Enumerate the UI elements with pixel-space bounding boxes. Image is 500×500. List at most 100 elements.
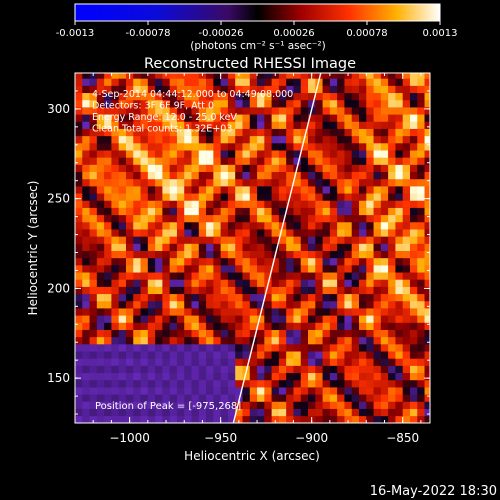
heatmap-cell bbox=[409, 243, 418, 251]
heatmap-cell bbox=[206, 322, 214, 330]
heatmap-cell bbox=[315, 214, 323, 223]
heatmap-cell bbox=[278, 351, 287, 359]
heatmap-cell bbox=[395, 73, 403, 79]
heatmap-cell bbox=[198, 121, 207, 129]
heatmap-cell bbox=[89, 387, 98, 395]
heatmap-cell bbox=[184, 250, 192, 259]
heatmap-cell bbox=[198, 322, 207, 330]
heatmap-cell bbox=[176, 379, 185, 388]
heatmap-cell bbox=[162, 272, 170, 280]
heatmap-cell bbox=[344, 365, 353, 374]
heatmap-cell bbox=[366, 250, 374, 259]
heatmap-cell bbox=[155, 394, 163, 402]
heatmap-cell bbox=[337, 221, 345, 230]
heatmap-cell bbox=[380, 143, 389, 151]
heatmap-cell bbox=[264, 171, 272, 180]
heatmap-cell bbox=[417, 379, 425, 388]
heatmap-cell bbox=[257, 164, 265, 173]
heatmap-cell bbox=[359, 315, 367, 323]
heatmap-cell bbox=[351, 329, 360, 338]
heatmap-cell bbox=[242, 329, 251, 338]
heatmap-cell bbox=[198, 250, 207, 259]
heatmap-cell bbox=[278, 322, 287, 330]
heatmap-cell bbox=[220, 286, 229, 295]
heatmap-cell bbox=[257, 265, 265, 273]
heatmap-cell bbox=[169, 394, 178, 402]
heatmap-cell bbox=[111, 329, 119, 338]
heatmap-cell bbox=[82, 92, 90, 101]
heatmap-cell bbox=[125, 293, 134, 302]
heatmap-cell bbox=[169, 265, 178, 273]
heatmap-cell bbox=[176, 300, 185, 309]
heatmap-cell bbox=[249, 143, 258, 151]
heatmap-cell bbox=[104, 85, 112, 94]
heatmap-cell bbox=[198, 300, 207, 309]
heatmap-cell bbox=[89, 135, 98, 144]
heatmap-cell bbox=[395, 214, 403, 223]
heatmap-cell bbox=[286, 85, 294, 94]
heatmap-cell bbox=[351, 300, 360, 309]
heatmap-cell bbox=[293, 229, 302, 237]
heatmap-cell bbox=[380, 243, 389, 251]
heatmap-cell bbox=[75, 379, 83, 388]
heatmap-cell bbox=[206, 143, 214, 151]
heatmap-cell bbox=[169, 214, 178, 223]
heatmap-cell bbox=[227, 114, 236, 122]
heatmap-cell bbox=[278, 394, 287, 402]
heatmap-cell bbox=[104, 379, 112, 388]
heatmap-cell bbox=[308, 250, 316, 259]
heatmap-cell bbox=[329, 128, 338, 137]
heatmap-cell bbox=[125, 379, 134, 388]
heatmap-cell bbox=[176, 358, 185, 366]
heatmap-cell bbox=[351, 150, 360, 158]
heatmap-cell bbox=[191, 92, 200, 101]
heatmap-cell bbox=[271, 121, 280, 129]
heatmap-cell bbox=[140, 171, 149, 180]
heatmap-cell bbox=[395, 114, 403, 122]
heatmap-cell bbox=[329, 351, 338, 359]
heatmap-cell bbox=[395, 107, 403, 115]
heatmap-cell bbox=[169, 200, 178, 208]
heatmap-cell bbox=[286, 107, 294, 115]
heatmap-cell bbox=[388, 114, 396, 122]
heatmap-cell bbox=[206, 351, 214, 359]
heatmap-cell bbox=[242, 157, 251, 165]
heatmap-cell bbox=[133, 286, 141, 295]
heatmap-cell bbox=[257, 143, 265, 151]
heatmap-cell bbox=[140, 229, 149, 237]
heatmap-cell bbox=[337, 372, 345, 381]
heatmap-cell bbox=[257, 78, 265, 86]
heatmap-cell bbox=[140, 293, 149, 302]
heatmap-cell bbox=[402, 286, 411, 295]
heatmap-cell bbox=[213, 358, 221, 366]
heatmap-cell bbox=[89, 121, 98, 129]
heatmap-cell bbox=[337, 236, 345, 244]
heatmap-cell bbox=[220, 408, 229, 417]
heatmap-cell bbox=[162, 178, 170, 187]
heatmap-cell bbox=[308, 207, 316, 216]
heatmap-cell bbox=[140, 214, 149, 223]
heatmap-cell bbox=[402, 214, 411, 223]
heatmap-cell bbox=[82, 78, 90, 86]
heatmap-cell bbox=[344, 293, 353, 302]
heatmap-cell bbox=[329, 401, 338, 409]
heatmap-cell bbox=[125, 229, 134, 237]
heatmap-cell bbox=[409, 401, 418, 409]
heatmap-cell bbox=[293, 78, 302, 86]
heatmap-cell bbox=[176, 121, 185, 129]
heatmap-cell bbox=[308, 171, 316, 180]
heatmap-cell bbox=[235, 308, 243, 316]
heatmap-cell bbox=[89, 143, 98, 151]
heatmap-cell bbox=[337, 85, 345, 94]
heatmap-cell bbox=[191, 365, 200, 374]
heatmap-cell bbox=[380, 193, 389, 201]
heatmap-cell bbox=[315, 358, 323, 366]
heatmap-cell bbox=[111, 178, 119, 187]
heatmap-cell bbox=[315, 344, 323, 352]
heatmap-cell bbox=[278, 286, 287, 295]
heatmap-cell bbox=[409, 394, 418, 402]
heatmap-cell bbox=[329, 286, 338, 295]
heatmap-cell bbox=[242, 143, 251, 151]
heatmap-cell bbox=[242, 236, 251, 244]
heatmap-cell bbox=[213, 73, 221, 79]
